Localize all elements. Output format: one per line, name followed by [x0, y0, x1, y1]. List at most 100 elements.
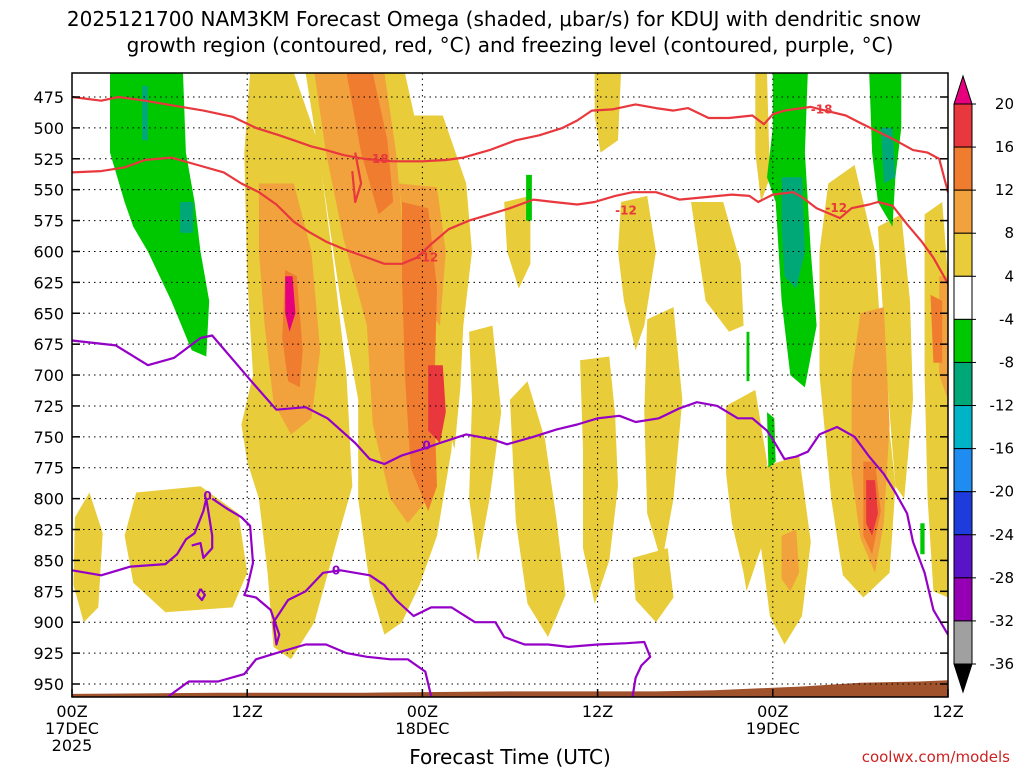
omega-region: [877, 214, 913, 499]
omega-region: [124, 486, 248, 613]
omega-region: [691, 202, 744, 332]
y-tick-label: 750: [33, 428, 64, 447]
credit-text: coolwx.com/models: [862, 748, 1010, 766]
colorbar-label: 4: [1004, 267, 1014, 285]
x-tick-label: 00Z: [56, 702, 87, 721]
colorbar-bottom-arrow: [953, 663, 973, 694]
omega-region: [504, 195, 531, 289]
x-tick-label: 17DEC: [45, 719, 99, 738]
omega-region: [746, 331, 750, 382]
omega-region: [580, 356, 618, 604]
omega-region: [314, 73, 432, 524]
x-tick-label: 12Z: [582, 702, 613, 721]
colorbar-label: 8: [1004, 224, 1014, 242]
colorbar-label: -28: [990, 569, 1015, 587]
y-tick-label: 900: [33, 613, 64, 632]
plot-frame: [71, 72, 949, 698]
colorbar-segment: [953, 318, 973, 363]
chart-title-line1: 2025121700 NAM3KM Forecast Omega (shaded…: [67, 7, 921, 31]
y-tick-label: 625: [33, 273, 64, 292]
colorbar-label: 20: [995, 95, 1014, 113]
freezing-level-contour-line: [72, 334, 948, 636]
y-tick-label: 475: [33, 88, 64, 107]
dgz-contour-label: -12: [417, 251, 439, 265]
omega-region: [428, 365, 446, 443]
colorbar-label: -8: [999, 353, 1014, 371]
omega-region: [469, 325, 502, 563]
x-tick-label: 18DEC: [395, 719, 449, 738]
y-tick-label: 950: [33, 675, 64, 694]
colorbar-segment: [953, 534, 973, 579]
omega-region: [285, 276, 296, 332]
omega-region: [644, 307, 683, 563]
colorbar-segment: [953, 620, 973, 665]
colorbar-segment: [953, 232, 973, 277]
colorbar-label: -32: [990, 612, 1015, 630]
colorbar-segment: [953, 189, 973, 234]
omega-region: [755, 73, 770, 202]
colorbar-segment: [953, 103, 973, 148]
omega-region: [632, 548, 674, 623]
y-tick-label: 525: [33, 150, 64, 169]
omega-region: [743, 455, 811, 645]
x-tick-label: 12Z: [932, 702, 963, 721]
colorbar-segment: [953, 146, 973, 191]
omega-region: [866, 480, 878, 536]
y-tick-label: 600: [33, 242, 64, 261]
omega-region: [767, 412, 776, 468]
omega-region: [920, 523, 925, 555]
y-tick-label: 725: [33, 397, 64, 416]
colorbar-segment: [953, 405, 973, 450]
freezing-level-contour-line: [211, 497, 652, 697]
colorbar: 20 16 12 8 4 -4 -8 -12 -16 -20 -24 -28 -32 -36: [953, 74, 1015, 694]
omega-region: [781, 177, 805, 289]
y-tick-label: 850: [33, 551, 64, 570]
colorbar-label: -36: [990, 655, 1015, 673]
x-tick-label: 12Z: [232, 702, 263, 721]
omega-region: [142, 85, 148, 141]
freezing-level-contour-label: 0: [332, 563, 340, 577]
x-tick-label: 2025: [52, 736, 93, 755]
terrain-fill: [72, 680, 948, 697]
colorbar-label: -12: [990, 397, 1015, 415]
colorbar-label: -24: [990, 526, 1015, 544]
omega-region: [526, 174, 532, 221]
omega-region: [594, 73, 621, 153]
y-tick-label: 925: [33, 644, 64, 663]
y-tick-label: 575: [33, 212, 64, 231]
colorbar-segment: [953, 275, 973, 320]
omega-shading: [73, 73, 948, 660]
y-tick-label: 825: [33, 521, 64, 540]
y-tick-label: 875: [33, 582, 64, 601]
omega-region: [930, 294, 943, 363]
colorbar-label: -20: [990, 483, 1015, 501]
y-tick-label: 550: [33, 181, 64, 200]
y-tick-label: 500: [33, 119, 64, 138]
colorbar-label: -4: [999, 310, 1014, 328]
freezing-level-contour-line: [167, 643, 433, 697]
dgz-contour-label: -12: [825, 201, 847, 215]
colorbar-segment: [953, 448, 973, 493]
dgz-contour-label: -18: [811, 102, 833, 116]
colorbar-segment: [953, 361, 973, 407]
omega-region: [781, 529, 800, 592]
freezing-level-contour-label: 0: [203, 489, 211, 503]
omega-region: [73, 492, 103, 623]
contour-lines: -18 -12 -12 -12 -18 0 0 0: [72, 95, 948, 697]
x-tick-label: 00Z: [407, 702, 438, 721]
omega-region: [510, 381, 566, 637]
colorbar-label: -16: [990, 440, 1015, 458]
colorbar-label: 12: [995, 181, 1014, 199]
omega-region: [618, 195, 656, 351]
axes: 475 500 525 550 575 600 625 650 675 700 725 750 775 8…: [33, 72, 964, 755]
freezing-level-contour-label: 0: [422, 438, 430, 452]
x-axis-label: Forecast Time (UTC): [409, 745, 611, 768]
y-tick-label: 650: [33, 304, 64, 323]
colorbar-label: 16: [995, 138, 1014, 156]
terrain-polygon: [72, 680, 948, 697]
dgz-contour-label: -12: [615, 204, 637, 218]
colorbar-top-arrow: [953, 74, 973, 105]
omega-region: [402, 202, 437, 511]
omega-region: [880, 127, 896, 184]
